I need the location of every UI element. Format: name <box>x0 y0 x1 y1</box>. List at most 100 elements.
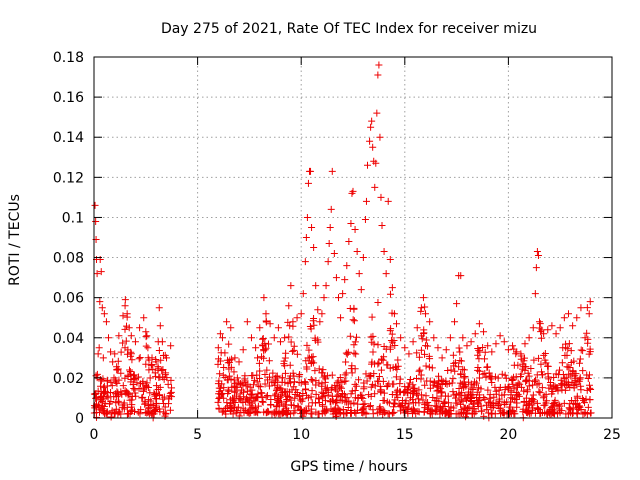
data-point <box>136 324 144 332</box>
data-point <box>415 399 423 407</box>
data-point <box>283 396 291 404</box>
data-point <box>322 385 330 393</box>
data-point <box>417 391 425 399</box>
data-point <box>224 356 232 364</box>
data-point <box>430 334 438 342</box>
data-point <box>116 408 124 416</box>
data-point <box>223 399 231 407</box>
data-point <box>225 365 233 373</box>
data-point <box>307 360 315 368</box>
data-point <box>342 377 350 385</box>
data-point <box>521 354 529 362</box>
data-point <box>556 409 564 417</box>
data-point <box>450 404 458 412</box>
data-point <box>460 374 468 382</box>
data-point <box>230 368 238 376</box>
x-tick-label: 25 <box>603 427 621 443</box>
data-point <box>433 383 441 391</box>
data-point <box>368 313 376 321</box>
data-point <box>576 355 584 363</box>
data-point <box>483 406 491 414</box>
data-point <box>545 384 553 392</box>
data-point <box>154 363 162 371</box>
data-point <box>338 378 346 386</box>
data-point <box>384 197 392 205</box>
data-point <box>366 137 374 145</box>
data-point <box>517 350 525 358</box>
data-point <box>587 386 595 394</box>
data-point <box>550 409 558 417</box>
data-point <box>219 371 227 379</box>
data-point <box>147 409 155 417</box>
data-point <box>306 323 314 331</box>
data-point <box>374 341 382 349</box>
data-point <box>258 397 266 405</box>
data-point <box>421 303 429 311</box>
data-point <box>214 344 222 352</box>
data-point <box>249 381 257 389</box>
data-point <box>163 374 171 382</box>
data-point <box>434 344 442 352</box>
data-point <box>471 330 479 338</box>
data-point <box>112 378 120 386</box>
data-point <box>321 397 329 405</box>
data-point <box>333 410 341 418</box>
data-point <box>244 407 252 415</box>
data-point <box>513 382 521 390</box>
data-point <box>455 384 463 392</box>
data-point <box>95 408 103 416</box>
y-tick-label: 0.02 <box>53 371 84 387</box>
data-point <box>585 350 593 358</box>
data-point <box>444 366 452 374</box>
data-point <box>393 391 401 399</box>
data-point <box>329 397 337 405</box>
data-point <box>227 375 235 383</box>
data-point <box>455 396 463 404</box>
data-point <box>94 350 102 358</box>
data-point <box>141 400 149 408</box>
data-point <box>279 374 287 382</box>
data-point <box>145 403 153 411</box>
data-point <box>95 401 103 409</box>
data-point <box>421 381 429 389</box>
data-point <box>558 380 566 388</box>
data-point <box>570 384 578 392</box>
data-point <box>296 371 304 379</box>
data-point <box>239 346 247 354</box>
data-point <box>231 387 239 395</box>
data-point <box>109 358 117 366</box>
data-point <box>254 393 262 401</box>
data-point <box>315 394 323 402</box>
data-point <box>270 379 278 387</box>
data-point <box>315 379 323 387</box>
data-point <box>422 336 430 344</box>
data-point <box>501 386 509 394</box>
data-point <box>155 346 163 354</box>
data-point <box>438 407 446 415</box>
data-point <box>326 398 334 406</box>
data-point <box>451 318 459 326</box>
data-point <box>564 410 572 418</box>
data-point <box>404 389 412 397</box>
data-point <box>559 344 567 352</box>
data-point <box>353 406 361 414</box>
data-point <box>224 386 232 394</box>
data-point <box>103 392 111 400</box>
data-point <box>569 368 577 376</box>
data-point <box>303 341 311 349</box>
data-point <box>495 386 503 394</box>
x-tick-label: 0 <box>90 427 99 443</box>
data-point <box>220 364 228 372</box>
data-point <box>215 405 223 413</box>
data-point <box>486 373 494 381</box>
data-point <box>276 338 284 346</box>
data-point <box>521 340 529 348</box>
data-point <box>273 373 281 381</box>
data-point <box>314 306 322 314</box>
data-point <box>457 371 465 379</box>
data-point <box>390 380 398 388</box>
data-point <box>286 410 294 418</box>
data-point <box>246 401 254 409</box>
data-point <box>140 386 148 394</box>
